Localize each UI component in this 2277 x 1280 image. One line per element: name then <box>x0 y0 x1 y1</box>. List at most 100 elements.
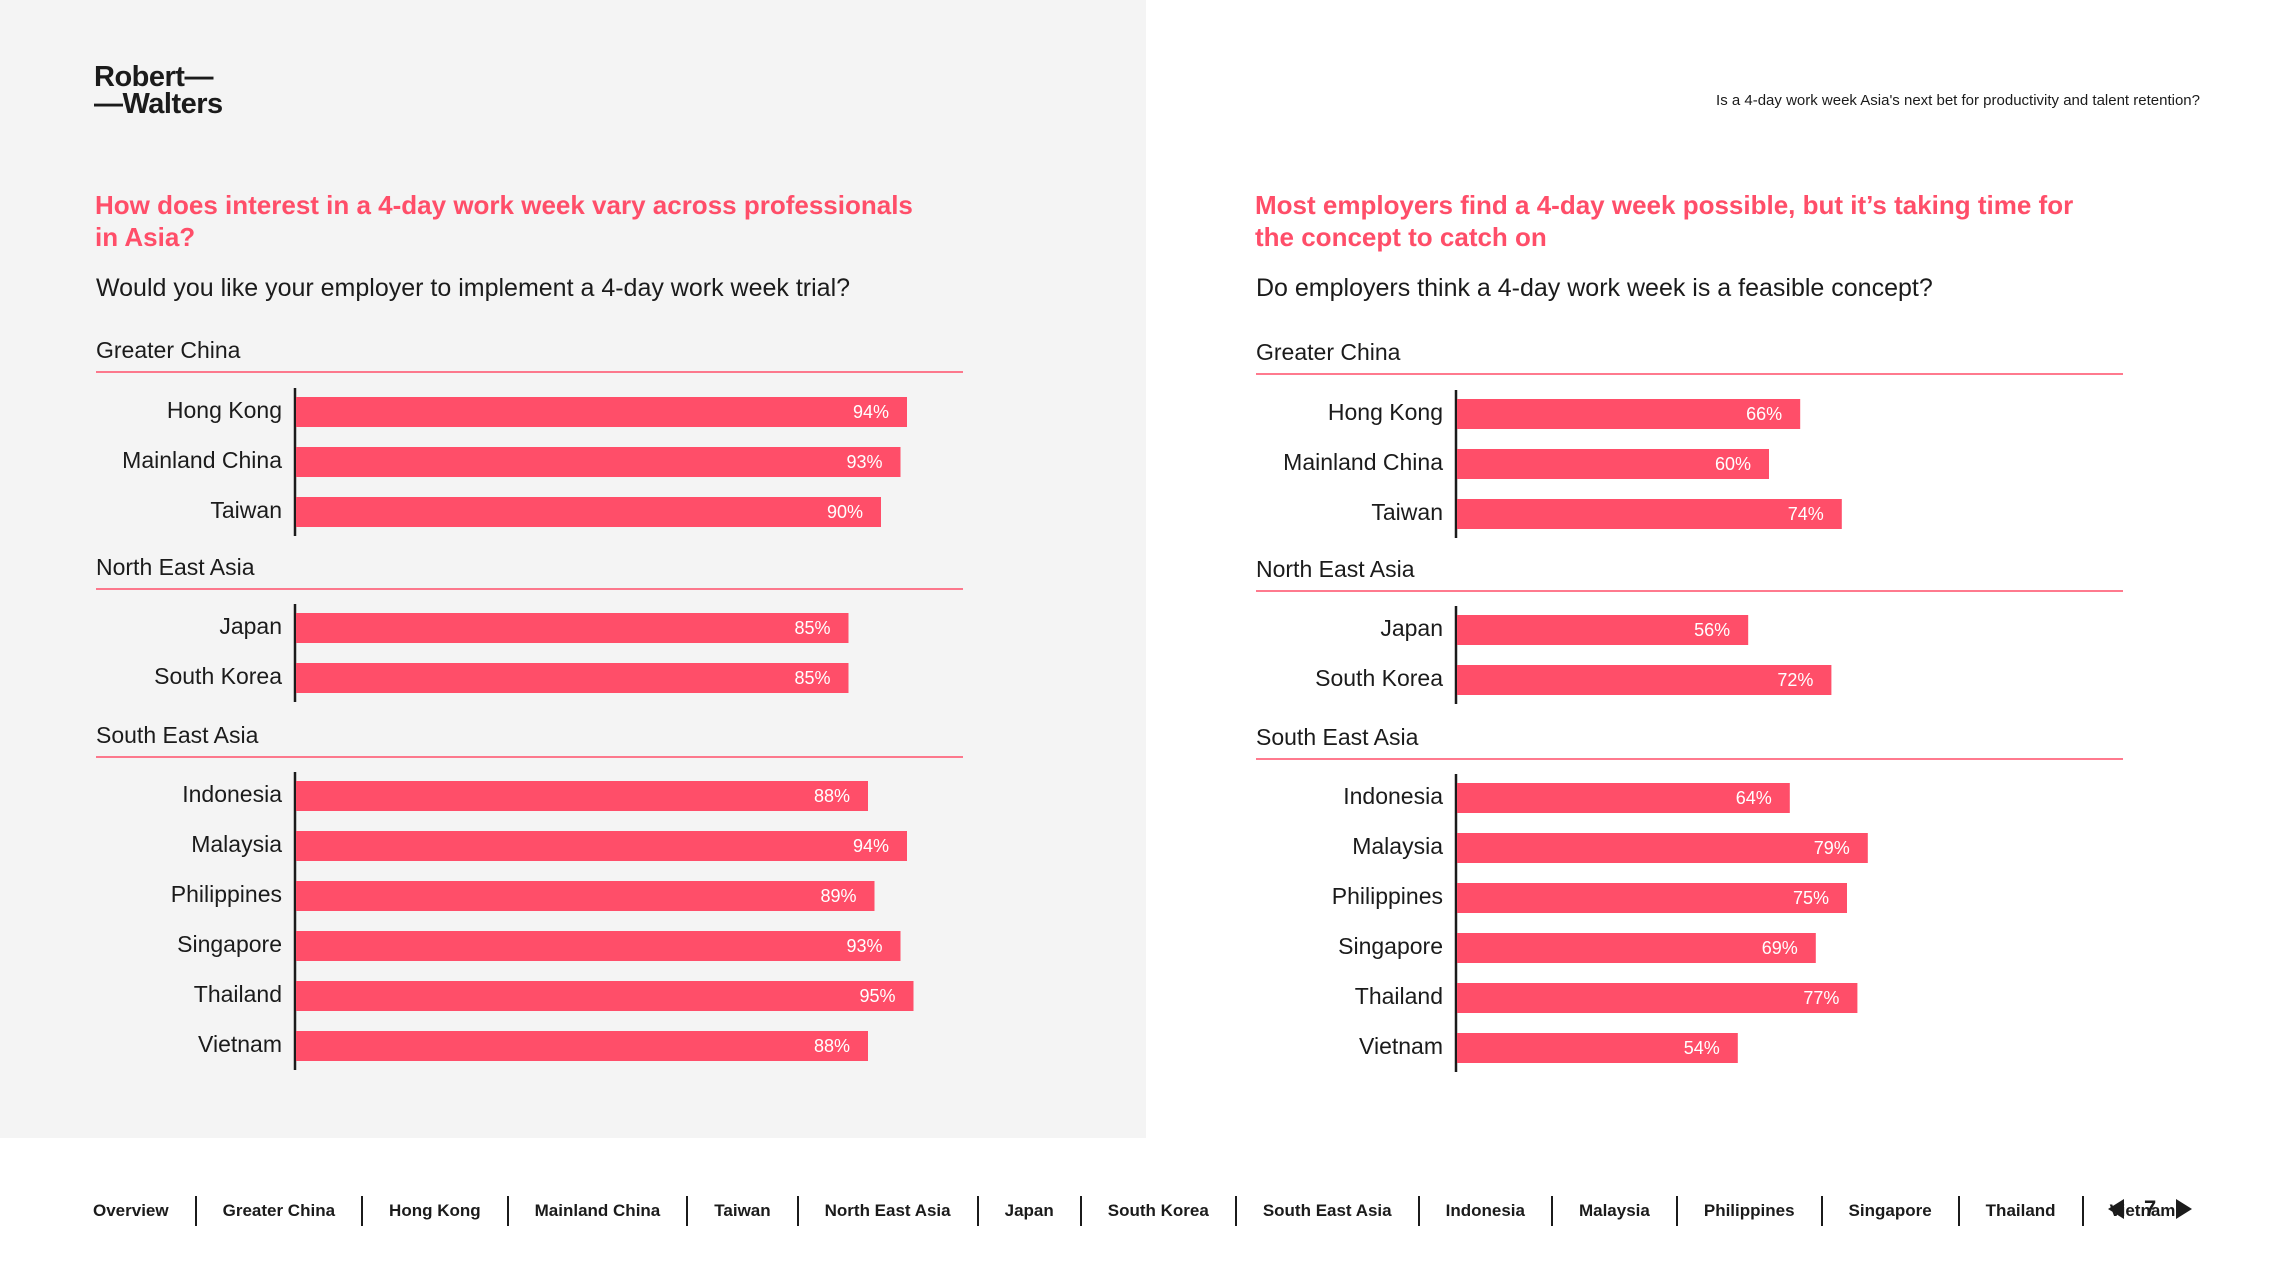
value-label: 54% <box>1684 1038 1720 1058</box>
country-label: Singapore <box>1338 933 1443 959</box>
country-label: Mainland China <box>1283 449 1443 475</box>
country-label: Mainland China <box>122 447 282 473</box>
bar <box>296 981 914 1011</box>
country-label: Vietnam <box>198 1031 282 1057</box>
region-label: South East Asia <box>1256 724 1419 750</box>
value-label: 79% <box>1814 838 1850 858</box>
value-label: 85% <box>794 618 830 638</box>
nav-separator <box>976 1196 979 1226</box>
nav-link-hong-kong[interactable]: Hong Kong <box>389 1201 481 1220</box>
bar <box>1457 449 1769 479</box>
nav-separator <box>686 1196 689 1226</box>
bar <box>296 447 901 477</box>
country-label: Singapore <box>177 931 282 957</box>
value-label: 64% <box>1736 788 1772 808</box>
bar <box>296 397 907 427</box>
bar-charts: Greater China Hong Kong 94% Mainland China 9… <box>96 337 2123 1072</box>
nav-link-overview[interactable]: Overview <box>93 1201 169 1220</box>
bar <box>1457 783 1790 813</box>
value-label: 72% <box>1777 670 1813 690</box>
country-label: Philippines <box>1332 883 1443 909</box>
country-label: Thailand <box>194 981 282 1007</box>
left-panel-title: How does interest in a 4-day work week v… <box>95 190 913 252</box>
nav-link-south-korea[interactable]: South Korea <box>1107 1201 1209 1220</box>
report-subtitle: Is a 4-day work week Asia's next bet for… <box>1716 92 2200 109</box>
country-label: Hong Kong <box>167 397 282 423</box>
region-label: North East Asia <box>96 554 255 580</box>
nav-separator <box>1820 1196 1823 1226</box>
nav-link-taiwan[interactable]: Taiwan <box>714 1201 771 1220</box>
value-label: 56% <box>1694 620 1730 640</box>
region-label: North East Asia <box>1256 556 1415 582</box>
nav-separator <box>1550 1196 1553 1226</box>
country-label: Malaysia <box>1352 833 1443 859</box>
left-panel-question: Would you like your employer to implemen… <box>96 274 851 302</box>
bar <box>1457 1033 1738 1063</box>
nav-link-north-east-asia[interactable]: North East Asia <box>824 1201 951 1220</box>
country-label: Thailand <box>1355 983 1443 1009</box>
value-label: 74% <box>1788 504 1824 524</box>
value-label: 89% <box>820 886 856 906</box>
value-label: 93% <box>846 452 882 472</box>
nav-separator <box>1675 1196 1678 1226</box>
logo-line-1: Robert— <box>94 61 213 93</box>
bar <box>296 781 868 811</box>
nav-separator <box>506 1196 509 1226</box>
nav-link-malaysia[interactable]: Malaysia <box>1578 1201 1650 1220</box>
nav-separator <box>2081 1196 2084 1226</box>
value-label: 75% <box>1793 888 1829 908</box>
nav-link-mainland-china[interactable]: Mainland China <box>534 1201 661 1220</box>
nav-link-greater-china[interactable]: Greater China <box>222 1201 336 1220</box>
region-label: Greater China <box>96 337 241 363</box>
bar <box>296 931 901 961</box>
region-label: South East Asia <box>96 722 259 748</box>
previous-page-arrow-icon[interactable] <box>2108 1199 2124 1219</box>
bar <box>1457 665 1832 695</box>
nav-link-singapore[interactable]: Singapore <box>1848 1201 1932 1220</box>
robert-walters-logo: Robert— —Walters <box>94 61 223 120</box>
value-label: 90% <box>827 502 863 522</box>
nav-link-indonesia[interactable]: Indonesia <box>1445 1201 1525 1220</box>
nav-separator <box>194 1196 197 1226</box>
right-panel-title: Most employers find a 4-day week possibl… <box>1255 190 2074 252</box>
nav-link-japan[interactable]: Japan <box>1004 1201 1054 1220</box>
country-label: South Korea <box>154 663 282 689</box>
bar <box>1457 883 1847 913</box>
country-label: Philippines <box>171 881 282 907</box>
nav-separator <box>1957 1196 1960 1226</box>
nav-separator <box>1234 1196 1237 1226</box>
country-label: Indonesia <box>182 781 282 807</box>
value-label: 88% <box>814 1036 850 1056</box>
bar <box>1457 833 1868 863</box>
pagination: 7 <box>2108 1196 2193 1222</box>
bar <box>296 881 875 911</box>
bar <box>296 831 907 861</box>
region-label: Greater China <box>1256 339 1401 365</box>
nav-separator <box>1079 1196 1082 1226</box>
next-page-arrow-icon[interactable] <box>2176 1199 2193 1219</box>
value-label: 77% <box>1803 988 1839 1008</box>
bar <box>296 497 881 527</box>
section-nav-bar: Overview Greater China Hong Kong Mainland C… <box>80 1188 2201 1234</box>
country-label: Taiwan <box>210 497 282 523</box>
bar <box>296 1031 868 1061</box>
value-label: 88% <box>814 786 850 806</box>
bar <box>1457 983 1858 1013</box>
bar <box>296 613 849 643</box>
nav-link-south-east-asia[interactable]: South East Asia <box>1262 1201 1392 1220</box>
nav-link-vietnam[interactable]: Vietnam <box>2109 1201 2176 1220</box>
nav-link-philippines[interactable]: Philippines <box>1703 1201 1795 1220</box>
value-label: 85% <box>794 668 830 688</box>
nav-separator <box>361 1196 364 1226</box>
value-label: 69% <box>1762 938 1798 958</box>
bar <box>296 663 849 693</box>
right-panel-question: Do employers think a 4-day work week is … <box>1256 274 1933 302</box>
bar <box>1457 499 1842 529</box>
value-label: 60% <box>1715 454 1751 474</box>
nav-link-thailand[interactable]: Thailand <box>1985 1201 2056 1220</box>
country-label: Taiwan <box>1371 499 1443 525</box>
value-label: 66% <box>1746 404 1782 424</box>
logo-line-2: —Walters <box>94 88 223 120</box>
country-label: Japan <box>219 613 282 639</box>
nav-separator <box>796 1196 799 1226</box>
